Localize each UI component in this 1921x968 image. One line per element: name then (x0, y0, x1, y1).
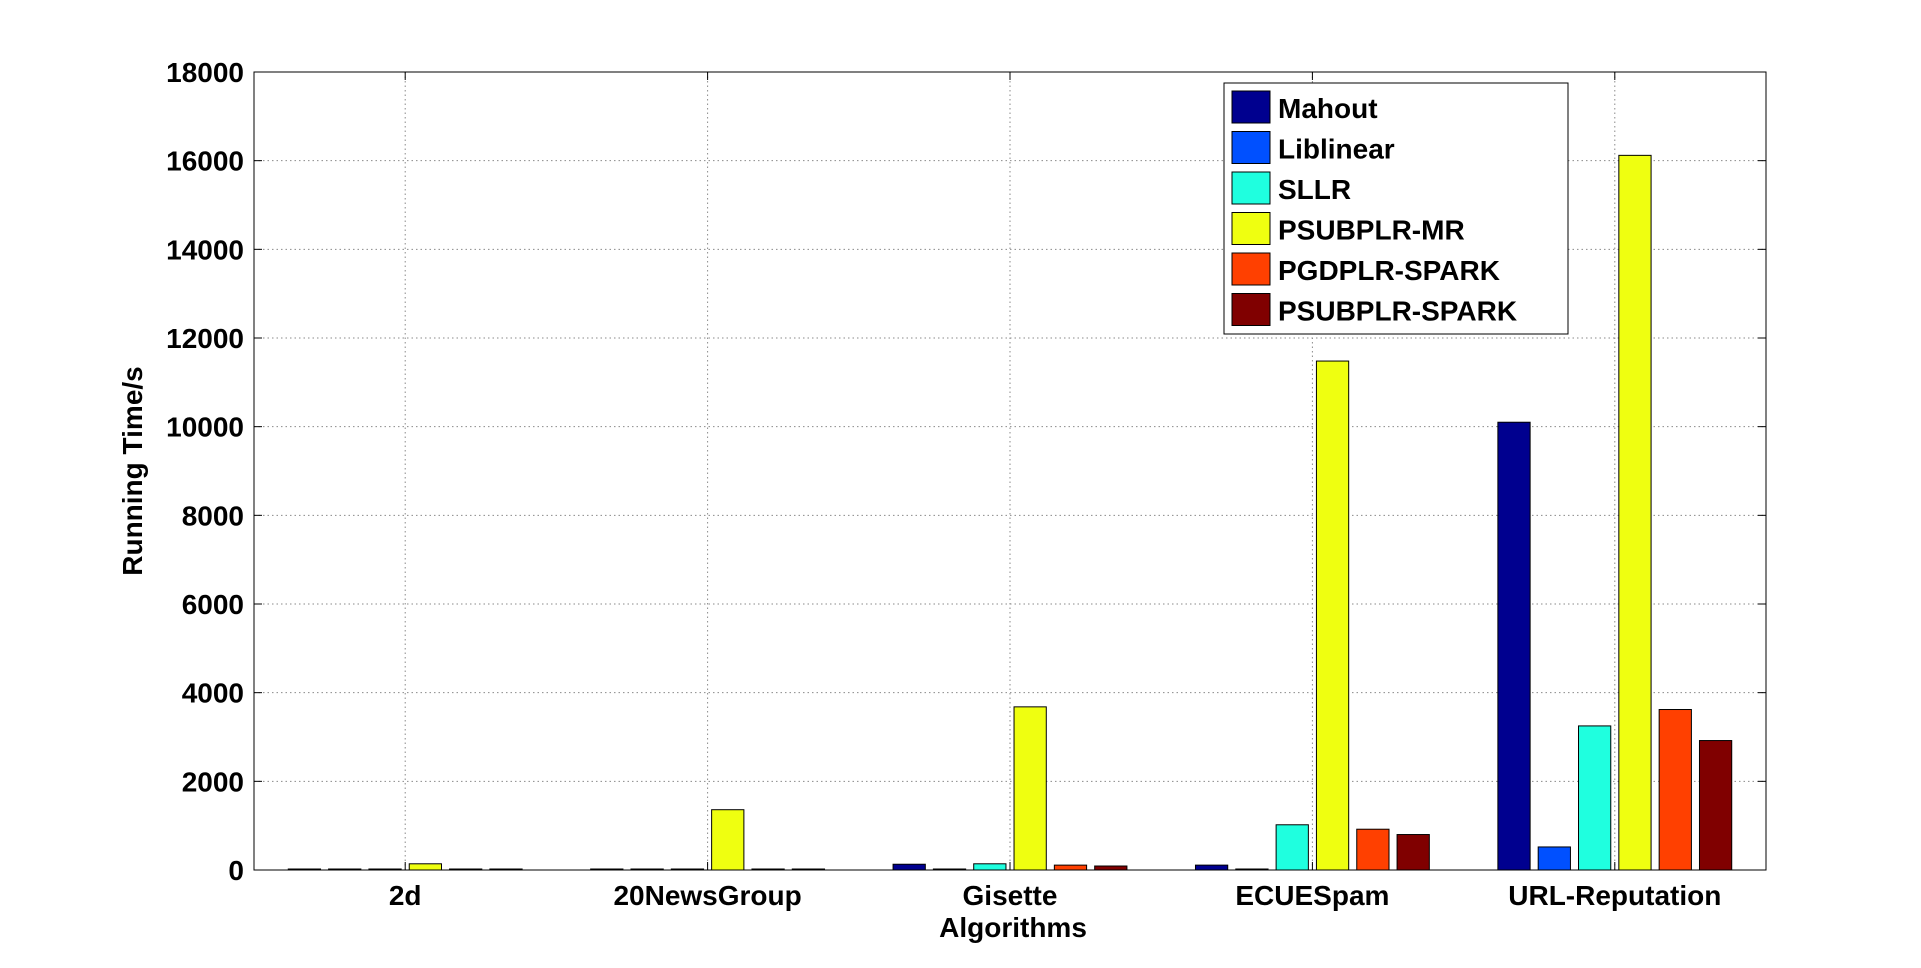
y-tick-label: 16000 (166, 146, 244, 177)
legend-box (1223, 82, 1569, 335)
legend-label: PGDPLR-SPARK (1278, 255, 1500, 286)
bar (1698, 740, 1733, 871)
y-tick-label: 2000 (182, 766, 244, 797)
x-tick-label: 2d (389, 880, 422, 911)
bar (892, 863, 926, 871)
legend-label: Mahout (1278, 93, 1378, 124)
bar (408, 863, 442, 871)
grid-lines (254, 72, 1766, 870)
y-tick-label: 12000 (166, 323, 244, 354)
legend-label: PSUBPLR-MR (1278, 215, 1465, 246)
legend-label: SLLR (1278, 174, 1351, 205)
bar (630, 868, 664, 871)
bar (1194, 864, 1229, 871)
bar (1275, 824, 1309, 871)
bar (590, 868, 624, 871)
y-tick-label: 4000 (182, 678, 244, 709)
y-tick-label: 0 (228, 855, 244, 886)
legend: Mahout Liblinear SLLR PSUBPLR-MR PGDPLR-SPAR… (1223, 82, 1569, 335)
legend-swatch (1231, 131, 1271, 164)
bar (1235, 868, 1269, 871)
x-tick-label: ECUESpam (1235, 880, 1389, 911)
axis-ticks: 0 2000 4000 6000 8000 10000 12000 14000 16000 180… (166, 57, 1766, 911)
bar (1013, 706, 1047, 871)
bar (489, 868, 523, 871)
bar (711, 809, 745, 871)
legend-swatch (1231, 171, 1271, 205)
bar (791, 868, 826, 871)
bar (368, 868, 402, 871)
x-tick-label: URL-Reputation (1508, 880, 1721, 911)
bar (1315, 360, 1350, 871)
y-axis-label: Running Time/s (117, 366, 148, 576)
bar (1578, 725, 1612, 871)
legend-swatch (1231, 90, 1271, 124)
legend-label: PSUBPLR-SPARK (1278, 296, 1517, 327)
y-tick-label: 8000 (182, 500, 244, 531)
bar (670, 868, 705, 871)
legend-swatch (1231, 252, 1271, 286)
bar (1497, 421, 1531, 871)
bar (1396, 834, 1430, 871)
bar (328, 868, 362, 871)
bar (1618, 154, 1652, 871)
y-tick-label: 14000 (166, 234, 244, 265)
x-axis-label: Algorithms (939, 912, 1087, 943)
legend-label: Liblinear (1278, 134, 1395, 165)
bar (973, 863, 1007, 871)
bars (287, 154, 1733, 871)
bar (932, 868, 967, 871)
y-tick-label: 10000 (166, 412, 244, 443)
legend-swatch (1231, 212, 1271, 245)
legend-swatch (1231, 293, 1271, 326)
bar (1537, 846, 1571, 871)
bar (1658, 709, 1692, 871)
bar (1356, 828, 1390, 871)
y-tick-label: 6000 (182, 589, 244, 620)
bar (1053, 864, 1088, 871)
y-tick-label: 18000 (166, 57, 244, 88)
bar (1094, 865, 1128, 871)
x-tick-label: 20NewsGroup (613, 880, 801, 911)
x-tick-label: Gisette (963, 880, 1058, 911)
bar (287, 868, 322, 871)
bar (751, 868, 785, 871)
bar (449, 868, 483, 871)
